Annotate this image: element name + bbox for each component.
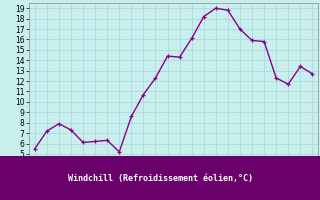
Text: Windchill (Refroidissement éolien,°C): Windchill (Refroidissement éolien,°C): [68, 173, 252, 182]
